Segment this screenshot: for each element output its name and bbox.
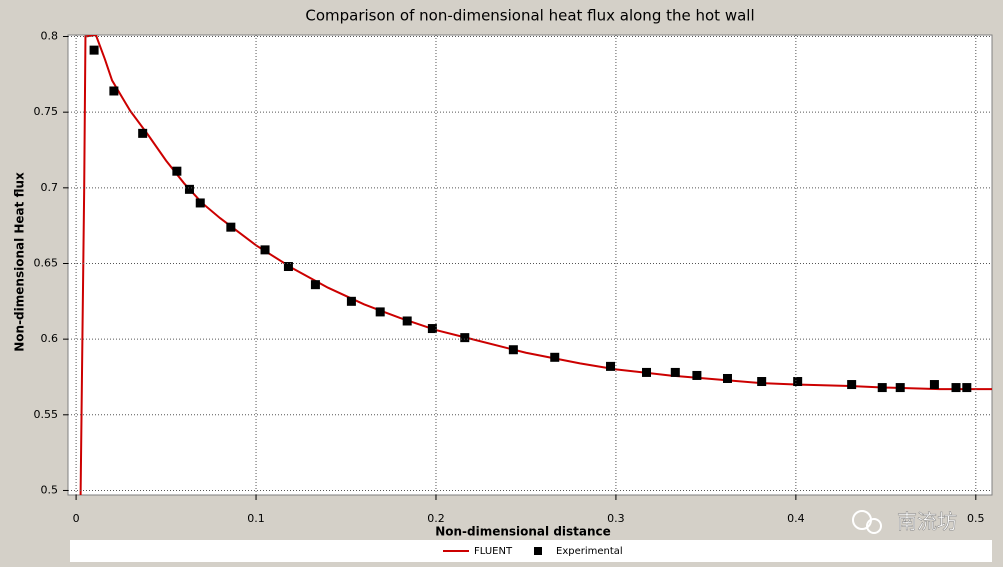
x-tick-label: 0: [73, 512, 80, 525]
x-tick-label: 0.1: [247, 512, 265, 525]
y-tick-label: 0.55: [34, 408, 59, 421]
experimental-point: [195, 198, 205, 208]
experimental-point: [89, 45, 99, 55]
experimental-point: [508, 345, 518, 355]
plot-layer: [79, 35, 992, 495]
experimental-point: [184, 184, 194, 194]
y-tick-label: 0.8: [41, 30, 59, 43]
experimental-point: [427, 324, 437, 334]
experimental-point: [109, 86, 119, 96]
y-tick-label: 0.65: [34, 256, 59, 269]
experimental-point: [692, 370, 702, 380]
y-tick-label: 0.7: [41, 181, 59, 194]
x-tick-label: 0.5: [967, 512, 985, 525]
experimental-point: [962, 383, 972, 393]
experimental-point: [138, 128, 148, 138]
experimental-point: [895, 383, 905, 393]
experimental-point: [172, 166, 182, 176]
plot-area: [67, 34, 993, 496]
experimental-point: [929, 380, 939, 390]
experimental-point: [722, 373, 732, 383]
experimental-point: [310, 280, 320, 290]
x-tick-label: 0.3: [607, 512, 625, 525]
experimental-point: [606, 361, 616, 371]
experimental-point: [260, 245, 270, 255]
experimental-point: [346, 296, 356, 306]
experimental-point: [402, 316, 412, 326]
y-tick-label: 0.75: [34, 105, 59, 118]
watermark-icon: [866, 518, 882, 534]
legend-box: [70, 540, 992, 562]
experimental-point: [375, 307, 385, 317]
legend-label: FLUENT: [474, 546, 513, 557]
fluent-line: [79, 35, 992, 495]
y-tick-label: 0.5: [41, 483, 59, 496]
experimental-point: [550, 352, 560, 362]
experimental-point: [283, 262, 293, 272]
legend-marker: [534, 547, 542, 555]
experimental-point: [670, 367, 680, 377]
experimental-point: [951, 383, 961, 393]
experimental-point: [877, 383, 887, 393]
experimental-point: [793, 377, 803, 387]
x-axis-label: Non-dimensional distance: [435, 525, 611, 539]
legend-label: Experimental: [556, 546, 623, 557]
watermark: 南流坊: [897, 510, 957, 534]
experimental-point: [757, 377, 767, 387]
x-tick-label: 0.4: [787, 512, 805, 525]
experimental-point: [642, 367, 652, 377]
y-axis-label: Non-dimensional Heat flux: [13, 172, 27, 352]
experimental-point: [460, 333, 470, 343]
x-tick-label: 0.2: [427, 512, 445, 525]
experimental-point: [847, 380, 857, 390]
experimental-point: [226, 222, 236, 232]
chart-title: Comparison of non-dimensional heat flux …: [305, 7, 754, 25]
watermark-icon: [852, 510, 872, 530]
y-tick-label: 0.6: [41, 332, 59, 345]
